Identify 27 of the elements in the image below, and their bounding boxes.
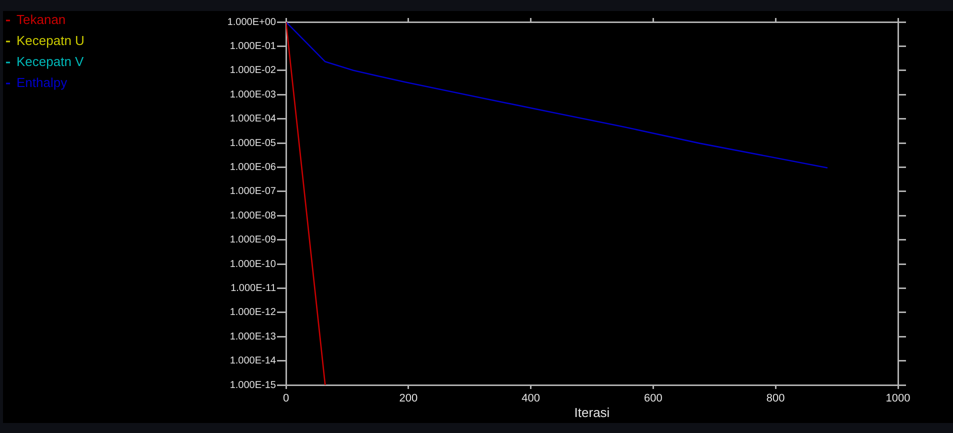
y-tick-label: 1.000E+00 — [227, 16, 276, 28]
y-tick-label: 1.000E-14 — [230, 356, 276, 367]
legend-label: Kecepatn U — [16, 33, 84, 48]
y-tick-label: 1.000E-03 — [230, 89, 276, 100]
y-tick-label: 1.000E-04 — [230, 114, 276, 125]
y-tick-label: 1.000E-15 — [230, 380, 276, 391]
y-tick-label: 1.000E-12 — [230, 307, 276, 318]
y-tick-label: 1.000E-07 — [230, 186, 276, 198]
y-tick-label: 1.000E-05 — [230, 138, 276, 149]
x-tick-label: 200 — [399, 392, 418, 405]
legend-label: Enthalpy — [16, 75, 68, 90]
y-tick-label: 1.000E-01 — [230, 40, 276, 52]
legend-label: Tekanan — [16, 12, 66, 28]
y-tick-label: 1.000E-09 — [230, 234, 276, 246]
x-tick-label: 400 — [522, 392, 540, 405]
x-axis-title: Iterasi — [574, 404, 610, 420]
x-tick-label: 0 — [282, 392, 290, 405]
x-tick-label: 800 — [766, 392, 785, 405]
y-tick-label: 1.000E-02 — [230, 65, 276, 76]
y-tick-label: 1.000E-06 — [230, 162, 276, 173]
x-tick-label: 1000 — [886, 392, 910, 405]
y-tick-label: 1.000E-08 — [230, 210, 276, 222]
y-tick-label: 1.000E-13 — [230, 331, 276, 342]
y-tick-label: 1.000E-11 — [230, 282, 276, 294]
legend-label: Kecepatn V — [16, 54, 84, 70]
y-tick-label: 1.000E-10 — [230, 258, 276, 270]
x-tick-label: 600 — [644, 392, 662, 405]
